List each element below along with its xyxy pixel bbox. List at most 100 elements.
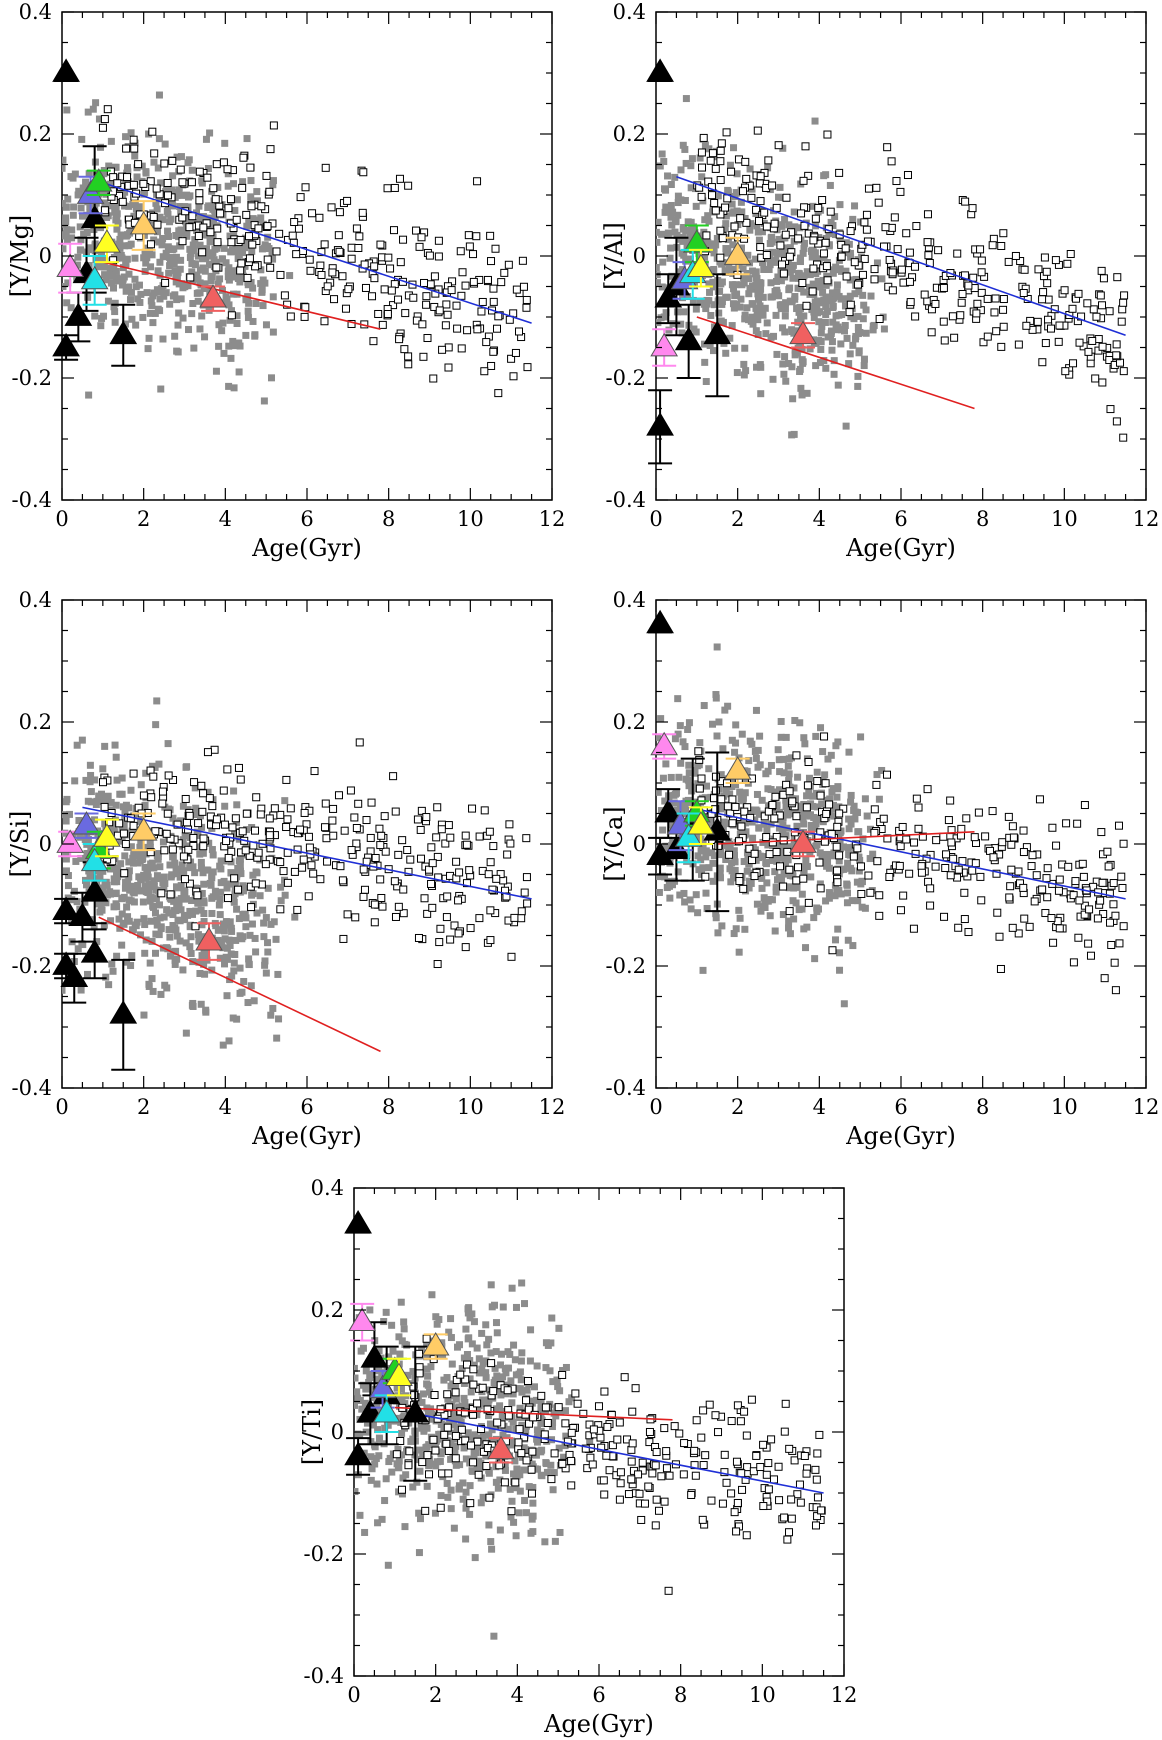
sample-point-open	[153, 220, 162, 229]
sample-point-filled	[260, 933, 268, 941]
sample-point-filled	[685, 719, 693, 727]
sample-point-open	[902, 229, 911, 238]
sample-point-open	[352, 823, 361, 832]
sample-point-filled	[681, 145, 689, 153]
cluster-triangle-violet	[56, 253, 85, 278]
sample-point-filled	[249, 890, 257, 898]
sample-point-open	[360, 885, 369, 894]
sample-point-filled	[199, 255, 207, 263]
sample-point-filled	[843, 899, 851, 907]
sample-point-filled	[152, 721, 160, 729]
sample-point-filled	[786, 244, 794, 252]
sample-point-open	[334, 231, 343, 240]
sample-point-open	[764, 807, 773, 816]
sample-point-open	[309, 869, 318, 878]
sample-point-open	[390, 877, 399, 886]
sample-point-filled	[764, 785, 772, 793]
sample-point-filled	[465, 1334, 473, 1342]
sample-point-filled	[356, 1511, 364, 1519]
sample-point-filled	[746, 877, 754, 885]
sample-point-filled	[269, 1004, 277, 1012]
sample-point-filled	[674, 192, 682, 200]
sample-point-filled	[216, 954, 224, 962]
sample-point-filled	[775, 193, 783, 201]
sample-point-open	[352, 839, 361, 848]
sample-point-open	[1055, 875, 1064, 884]
sample-point-filled	[724, 702, 732, 710]
sample-point-filled	[547, 1461, 555, 1469]
sample-point-filled	[233, 312, 241, 320]
sample-point-filled	[710, 347, 718, 355]
sample-point-filled	[125, 202, 133, 210]
sample-point-open	[283, 300, 292, 309]
sample-point-filled	[432, 1462, 440, 1470]
sample-point-open	[699, 133, 708, 142]
sample-point-filled	[178, 191, 186, 199]
cluster-triangle-black-1	[52, 896, 80, 920]
sample-point-open	[940, 912, 949, 921]
sample-point-filled	[739, 265, 747, 273]
sample-point-filled	[179, 966, 187, 974]
sample-point-open	[743, 1463, 752, 1472]
sample-point-filled	[485, 1412, 493, 1420]
sample-point-filled	[252, 948, 260, 956]
sample-point-filled	[531, 1383, 539, 1391]
sample-point-filled	[511, 1457, 519, 1465]
sample-point-filled	[678, 294, 686, 302]
sample-point-filled	[729, 241, 737, 249]
sample-point-filled	[133, 918, 141, 926]
sample-point-filled	[259, 906, 267, 914]
sample-point-filled	[445, 1328, 453, 1336]
sample-point-open	[964, 281, 973, 290]
sample-point-filled	[177, 256, 185, 264]
sample-point-filled	[169, 853, 177, 861]
sample-point-filled	[127, 288, 135, 296]
sample-point-filled	[395, 1333, 403, 1341]
sample-point-open	[263, 255, 272, 264]
sample-point-open	[1115, 939, 1124, 948]
sample-point-filled	[104, 792, 112, 800]
sample-point-open	[414, 933, 423, 942]
sample-point-filled	[100, 312, 108, 320]
sample-point-open	[430, 272, 439, 281]
sample-point-filled	[830, 812, 838, 820]
sample-point-open	[489, 284, 498, 293]
y-tick-label: 0.4	[613, 588, 646, 612]
sample-point-filled	[709, 859, 717, 867]
sample-point-filled	[148, 937, 156, 945]
sample-point-open	[169, 775, 178, 784]
sample-point-filled	[775, 756, 783, 764]
sample-point-filled	[673, 806, 681, 814]
sample-point-filled	[62, 817, 70, 825]
sample-point-filled	[374, 1375, 382, 1383]
sample-point-filled	[394, 1445, 402, 1453]
sample-point-filled	[186, 864, 194, 872]
sample-point-filled	[177, 295, 185, 303]
sample-point-open	[735, 876, 744, 885]
sample-point-filled	[534, 1438, 542, 1446]
sample-point-open	[322, 834, 331, 843]
sample-point-open	[412, 226, 421, 235]
x-tick-label: 2	[137, 1095, 150, 1119]
sample-point-open	[972, 309, 981, 318]
sample-point-filled	[221, 802, 229, 810]
sample-point-filled	[812, 732, 820, 740]
sample-point-filled	[747, 317, 755, 325]
sample-point-filled	[163, 984, 171, 992]
sample-point-open	[197, 781, 206, 790]
sample-point-filled	[220, 927, 228, 935]
sample-point-open	[496, 870, 505, 879]
sample-point-filled	[512, 1484, 520, 1492]
sample-point-filled	[172, 907, 180, 915]
sample-point-filled	[464, 1309, 472, 1317]
sample-point-open	[968, 204, 977, 213]
sample-point-filled	[795, 270, 803, 278]
sample-point-filled	[793, 305, 801, 313]
sample-point-filled	[152, 199, 160, 207]
fit-line	[102, 261, 381, 330]
sample-point-filled	[107, 279, 115, 287]
sample-point-filled	[761, 897, 769, 905]
sample-point-open	[241, 846, 250, 855]
sample-point-filled	[177, 226, 185, 234]
